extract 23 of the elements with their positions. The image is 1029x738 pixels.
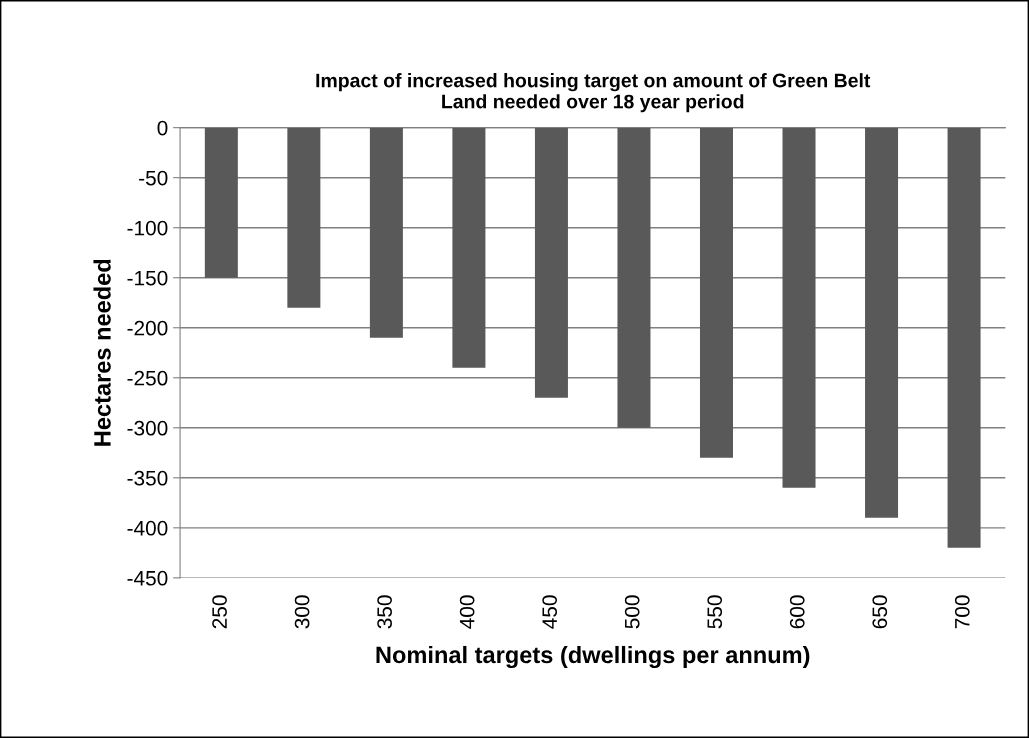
y-tick-label: -400 [127, 520, 168, 536]
y-tick-label: -300 [127, 420, 168, 436]
x-tick-label: 500 [624, 595, 640, 629]
x-tick-label: 300 [294, 595, 310, 629]
x-tick-label: 650 [872, 595, 888, 629]
y-tick-label: -200 [127, 320, 168, 336]
y-tick-label: -50 [139, 170, 168, 186]
x-tick-label: 550 [707, 595, 723, 629]
y-tick-label: -450 [127, 570, 168, 586]
y-tick-label: -150 [127, 270, 168, 286]
y-tick-label: 0 [157, 120, 168, 136]
x-tick-label: 700 [954, 595, 970, 629]
y-axis-title: Hectares needed [93, 259, 111, 446]
x-tick-label: 250 [212, 595, 227, 629]
x-tick-label: 450 [542, 595, 558, 629]
y-tick-label: -350 [127, 470, 168, 486]
x-axis-title: Nominal targets (dwellings per annum) [376, 645, 810, 669]
x-tick-label: 400 [459, 595, 475, 629]
chart-title: Impact of increased housing target on amount of Green Belt Land needed over 18 year period [316, 73, 871, 113]
y-tick-label: -250 [127, 370, 168, 386]
x-tick-label: 600 [789, 595, 805, 629]
x-tick-label: 350 [377, 595, 392, 629]
y-tick-label: -100 [127, 220, 168, 236]
